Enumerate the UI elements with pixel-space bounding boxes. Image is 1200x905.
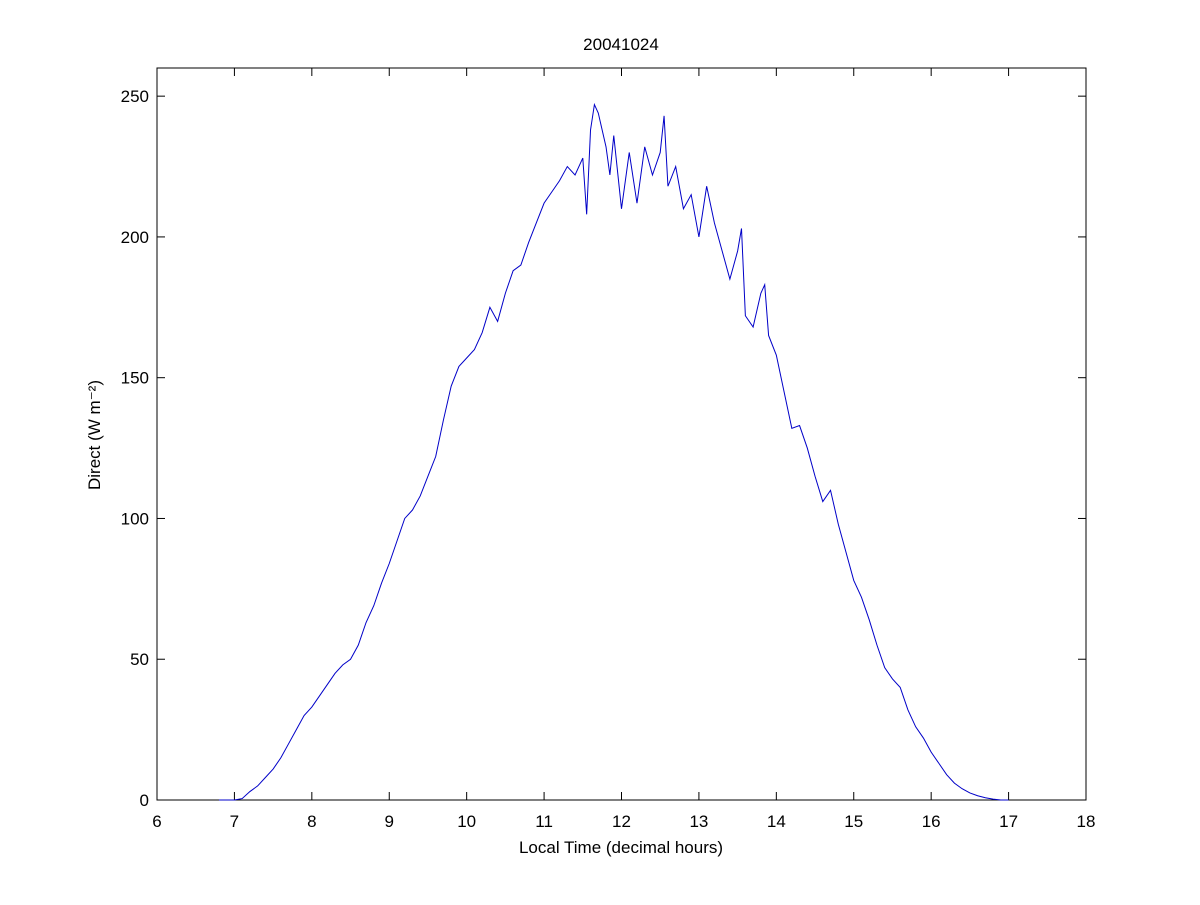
x-tick-label: 9 (385, 812, 394, 831)
x-tick-label: 7 (230, 812, 239, 831)
x-tick-label: 18 (1077, 812, 1096, 831)
x-tick-label: 14 (767, 812, 786, 831)
y-tick-label: 150 (121, 369, 149, 388)
y-tick-label: 100 (121, 509, 149, 528)
y-tick-label: 0 (140, 791, 149, 810)
x-tick-label: 12 (612, 812, 631, 831)
x-tick-label: 15 (844, 812, 863, 831)
x-axis-label: Local Time (decimal hours) (519, 838, 723, 857)
chart-title: 20041024 (583, 35, 659, 54)
y-tick-label: 200 (121, 228, 149, 247)
x-tick-label: 13 (689, 812, 708, 831)
x-tick-label: 6 (152, 812, 161, 831)
x-tick-label: 17 (999, 812, 1018, 831)
x-tick-label: 8 (307, 812, 316, 831)
x-tick-label: 10 (457, 812, 476, 831)
y-axis-label: Direct (W m⁻²) (85, 380, 104, 490)
x-tick-label: 11 (535, 812, 553, 831)
x-tick-label: 16 (922, 812, 941, 831)
y-tick-label: 250 (121, 87, 149, 106)
data-line (218, 102, 1009, 801)
y-tick-label: 50 (130, 650, 149, 669)
